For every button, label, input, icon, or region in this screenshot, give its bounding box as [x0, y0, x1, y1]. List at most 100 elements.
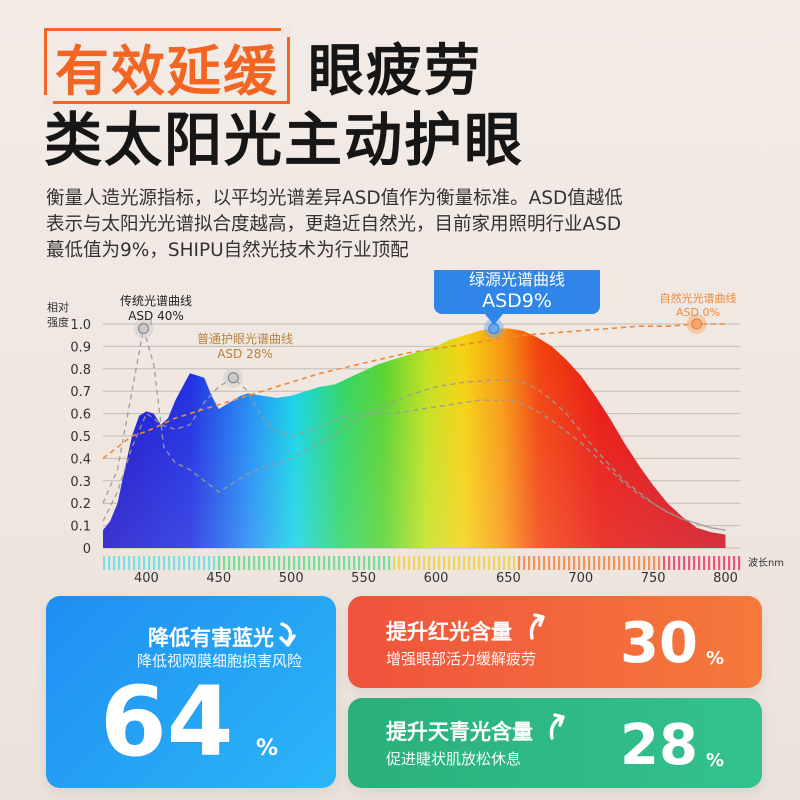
wavelength-strip-tick	[138, 556, 141, 570]
series-asd-label: ASD 28%	[217, 347, 273, 361]
series-asd-label: ASD9%	[482, 290, 552, 312]
wavelength-strip-tick	[393, 556, 396, 570]
wavelength-strip-tick	[628, 556, 631, 570]
wavelength-strip-tick	[163, 556, 166, 570]
x-tick-label: 650	[496, 571, 521, 586]
wavelength-strip-tick	[253, 556, 256, 570]
wavelength-strip-tick	[378, 556, 381, 570]
wavelength-strip-tick	[403, 556, 406, 570]
card-title: 提升红光含量	[386, 620, 512, 644]
card-increase-red-light: 提升红光含量 增强眼部活力缓解疲劳 30 %	[348, 596, 762, 688]
wavelength-strip-tick	[258, 556, 261, 570]
badge-background	[434, 270, 600, 314]
wavelength-strip-tick	[578, 556, 581, 570]
wavelength-strip-tick	[103, 556, 106, 570]
wavelength-strip-tick	[698, 556, 701, 570]
series-asd-label: ASD 40%	[128, 309, 184, 323]
wavelength-strip-tick	[708, 556, 711, 570]
wavelength-strip-tick	[528, 556, 531, 570]
card-unit: %	[706, 648, 725, 669]
arrow-up-icon	[529, 613, 545, 640]
wavelength-strip-tick	[463, 556, 466, 570]
wavelength-strip-tick	[643, 556, 646, 570]
wavelength-strip-tick	[523, 556, 526, 570]
headline-rest: 眼疲劳	[308, 38, 482, 104]
wavelength-strip-tick	[693, 556, 696, 570]
wavelength-strip-tick	[508, 556, 511, 570]
y-tick-label: 0.5	[70, 430, 91, 445]
wavelength-strip-tick	[183, 556, 186, 570]
wavelength-strip-tick	[313, 556, 316, 570]
wavelength-strip-tick	[593, 556, 596, 570]
card-increase-cyan-light: 提升天青光含量 促进睫状肌放松休息 28 %	[348, 698, 762, 788]
wavelength-strip-tick	[133, 556, 136, 570]
wavelength-strip-tick	[208, 556, 211, 570]
x-axis: 400 450 500 550 600 650 700 750 800 波长nm	[103, 556, 784, 586]
spectrum-area-sheen	[103, 328, 726, 548]
wavelength-strip-tick	[483, 556, 486, 570]
wavelength-strip-tick	[213, 556, 216, 570]
wavelength-strip-tick	[238, 556, 241, 570]
wavelength-strip-tick	[588, 556, 591, 570]
intro-line: 衡量人造光源指标，以平均光谱差异ASD值作为衡量标准。ASD值越低	[46, 188, 623, 209]
wavelength-strip-tick	[663, 556, 666, 570]
wavelength-strip-tick	[333, 556, 336, 570]
wavelength-strip-tick	[408, 556, 411, 570]
arrow-down-icon	[279, 622, 296, 647]
series-label: 绿源光谱曲线	[469, 270, 565, 289]
y-tick-label: 0.3	[70, 475, 91, 490]
wavelength-strip-tick	[158, 556, 161, 570]
series-label: 普通护眼光谱曲线	[197, 332, 293, 346]
curve-layer	[102, 323, 726, 531]
wavelength-strip-tick	[733, 556, 736, 570]
y-tick-label: 0.8	[70, 363, 91, 378]
card-value: 28	[620, 713, 698, 778]
curve-marker	[137, 322, 150, 335]
headline-highlight-box: 有效延缓	[43, 27, 291, 105]
y-axis-label: 相对	[47, 300, 69, 314]
spectrum-fill	[103, 328, 726, 548]
wavelength-strip-tick	[568, 556, 571, 570]
wavelength-strip-tick	[113, 556, 116, 570]
wavelength-strip-tick	[443, 556, 446, 570]
wavelength-strip-tick	[348, 556, 351, 570]
x-tick-label: 400	[134, 571, 159, 586]
y-tick-label: 0.9	[70, 340, 91, 355]
wavelength-strip-tick	[548, 556, 551, 570]
wavelength-strip-tick	[293, 556, 296, 570]
card-value: 30	[620, 611, 698, 676]
y-tick-label: 1.0	[70, 318, 91, 333]
wavelength-strip-tick	[173, 556, 176, 570]
series-label: 自然光光谱曲线	[660, 291, 737, 305]
wavelength-strip-tick	[228, 556, 231, 570]
card-title: 提升天青光含量	[386, 720, 533, 744]
wavelength-strip-tick	[648, 556, 651, 570]
wavelength-strip-tick	[413, 556, 416, 570]
wavelength-strip-tick	[498, 556, 501, 570]
wavelength-strip-tick	[553, 556, 556, 570]
wavelength-strip-tick	[618, 556, 621, 570]
wavelength-strip-tick	[358, 556, 361, 570]
wavelength-strip-tick	[343, 556, 346, 570]
wavelength-strip-tick	[538, 556, 541, 570]
x-tick-label: 750	[641, 571, 666, 586]
wavelength-strip-tick	[673, 556, 676, 570]
wavelength-strip-tick	[438, 556, 441, 570]
wavelength-strip-tick	[688, 556, 691, 570]
wavelength-strip-tick	[603, 556, 606, 570]
wavelength-strip-tick	[718, 556, 721, 570]
wavelength-strip-tick	[558, 556, 561, 570]
arrow-up-icon	[549, 713, 565, 740]
wavelength-strip-tick	[398, 556, 401, 570]
wavelength-strip-tick	[473, 556, 476, 570]
x-tick-label: 550	[351, 571, 376, 586]
intro-line: 表示与太阳光光谱拟合度越高，更趋近自然光，目前家用照明行业ASD	[46, 214, 622, 235]
wavelength-strip-tick	[353, 556, 356, 570]
wavelength-strip-tick	[493, 556, 496, 570]
series-line	[102, 323, 726, 460]
wavelength-strip-tick	[143, 556, 146, 570]
wavelength-strip-tick	[248, 556, 251, 570]
y-tick-label: 0.1	[70, 520, 91, 535]
